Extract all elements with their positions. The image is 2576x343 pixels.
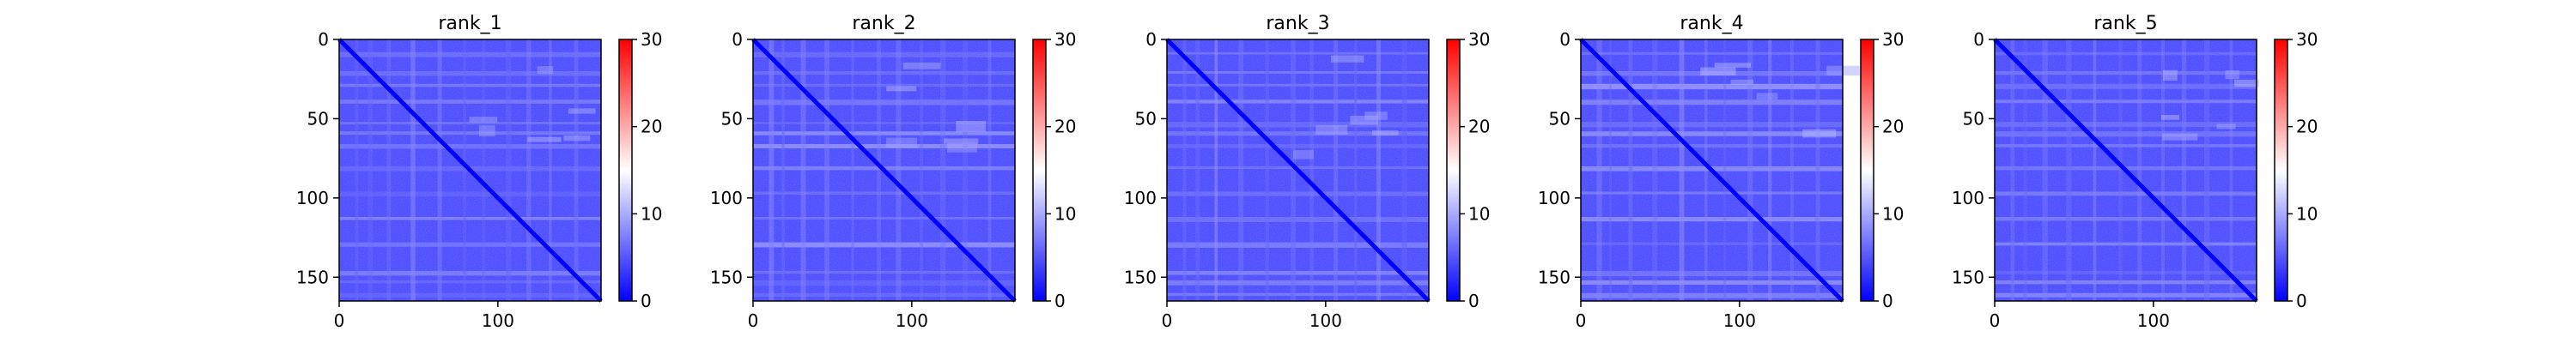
x-tick-label: 100 (482, 310, 514, 331)
heatmap-panel-2: rank_2 0 50 100 150 0 100 0 10 20 30 (710, 13, 1077, 331)
x-tick-label: 100 (1723, 310, 1756, 331)
heatmap-panel-1: rank_1 0 50 100 150 0 100 0 10 20 30 (296, 13, 663, 331)
colorbar-gradient (2275, 39, 2287, 301)
y-tick-label: 100 (710, 188, 743, 208)
panel-title: rank_4 (1680, 13, 1743, 34)
y-tick-label: 0 (1559, 29, 1571, 50)
colorbar-gradient (619, 39, 632, 301)
colorbar-frame (2274, 39, 2288, 302)
y-tick-label: 150 (1538, 267, 1571, 287)
axes-frame (752, 39, 1016, 302)
panel-title: rank_2 (852, 13, 915, 34)
axes-frame (338, 39, 602, 302)
x-tick-label: 100 (896, 310, 928, 331)
colorbar-tick-label: 30 (1468, 29, 1490, 50)
colorbar-tick-label: 30 (1882, 29, 1904, 50)
y-tick-label: 100 (1538, 188, 1571, 208)
colorbar-tick-label: 0 (641, 291, 652, 311)
x-tick-label: 0 (748, 310, 759, 331)
y-tick-label: 100 (1952, 188, 1984, 208)
axes-frame (1580, 39, 1844, 302)
colorbar-tick-label: 0 (1468, 291, 1479, 311)
colorbar-tick-label: 20 (641, 117, 662, 137)
colorbar-frame (618, 39, 633, 302)
heatmap-panel-5: rank_5 0 50 100 150 0 100 0 10 20 30 (1952, 13, 2318, 331)
colorbar-tick-label: 10 (2296, 203, 2318, 224)
colorbar-tick-label: 20 (2296, 117, 2318, 137)
y-tick-label: 150 (710, 267, 743, 287)
colorbar: 0 10 20 30 (618, 29, 662, 311)
colorbar-gradient (1861, 39, 1874, 301)
colorbar-tick-label: 0 (2296, 291, 2307, 311)
y-tick-label: 100 (296, 188, 329, 208)
heatmap-diagonal (751, 38, 1017, 303)
x-tick-label: 100 (2137, 310, 2170, 331)
colorbar-tick-label: 20 (1054, 117, 1076, 137)
colorbar-frame (1032, 39, 1047, 302)
colorbar-tick-label: 0 (1054, 291, 1066, 311)
colorbar: 0 10 20 30 (1860, 29, 1904, 311)
colorbar-tick-label: 30 (1054, 29, 1076, 50)
y-tick-label: 150 (296, 267, 329, 287)
y-tick-label: 150 (1124, 267, 1157, 287)
panel-title: rank_1 (438, 13, 501, 34)
y-tick-label: 100 (1124, 188, 1157, 208)
y-tick-label: 50 (1963, 108, 1984, 129)
y-tick-label: 50 (721, 108, 743, 129)
axes-frame (1994, 39, 2257, 302)
heatmap-panel-4: rank_4 0 50 100 150 0 100 0 10 20 30 (1538, 13, 1905, 331)
y-tick-label: 0 (732, 29, 743, 50)
colorbar-tick-label: 10 (1468, 203, 1490, 224)
colorbar-tick-label: 0 (1882, 291, 1893, 311)
y-tick-label: 0 (318, 29, 329, 50)
heatmap-diagonal (1579, 38, 1844, 303)
x-tick-label: 100 (1309, 310, 1342, 331)
heatmap-diagonal (1993, 38, 2258, 303)
x-tick-label: 0 (1576, 310, 1587, 331)
heatmap-panel-3: rank_3 0 50 100 150 0 100 0 10 20 30 (1124, 13, 1491, 331)
panel-title: rank_3 (1266, 13, 1329, 34)
colorbar-frame (1446, 39, 1461, 302)
colorbar-tick-label: 10 (641, 203, 662, 224)
y-tick-label: 50 (307, 108, 329, 129)
axes-frame (1166, 39, 1430, 302)
colorbar-tick-label: 30 (2296, 29, 2318, 50)
heatmap-diagonal (1165, 38, 1431, 303)
colorbar-tick-label: 10 (1054, 203, 1076, 224)
y-tick-label: 150 (1952, 267, 1984, 287)
heatmap-diagonal (337, 38, 603, 303)
colorbar-frame (1860, 39, 1874, 302)
y-tick-label: 0 (1145, 29, 1157, 50)
y-tick-label: 50 (1135, 108, 1157, 129)
colorbar-gradient (1033, 39, 1046, 301)
colorbar-tick-label: 20 (1882, 117, 1904, 137)
colorbar: 0 10 20 30 (1446, 29, 1490, 311)
colorbar: 0 10 20 30 (2274, 29, 2318, 311)
colorbar: 0 10 20 30 (1032, 29, 1076, 311)
panel-title: rank_5 (2093, 13, 2157, 34)
x-tick-label: 0 (1990, 310, 2001, 331)
colorbar-tick-label: 10 (1882, 203, 1904, 224)
y-tick-label: 0 (1973, 29, 1984, 50)
colorbar-gradient (1447, 39, 1460, 301)
x-tick-label: 0 (1162, 310, 1173, 331)
y-tick-label: 50 (1549, 108, 1571, 129)
colorbar-tick-label: 30 (641, 29, 662, 50)
x-tick-label: 0 (334, 310, 345, 331)
colorbar-tick-label: 20 (1468, 117, 1490, 137)
